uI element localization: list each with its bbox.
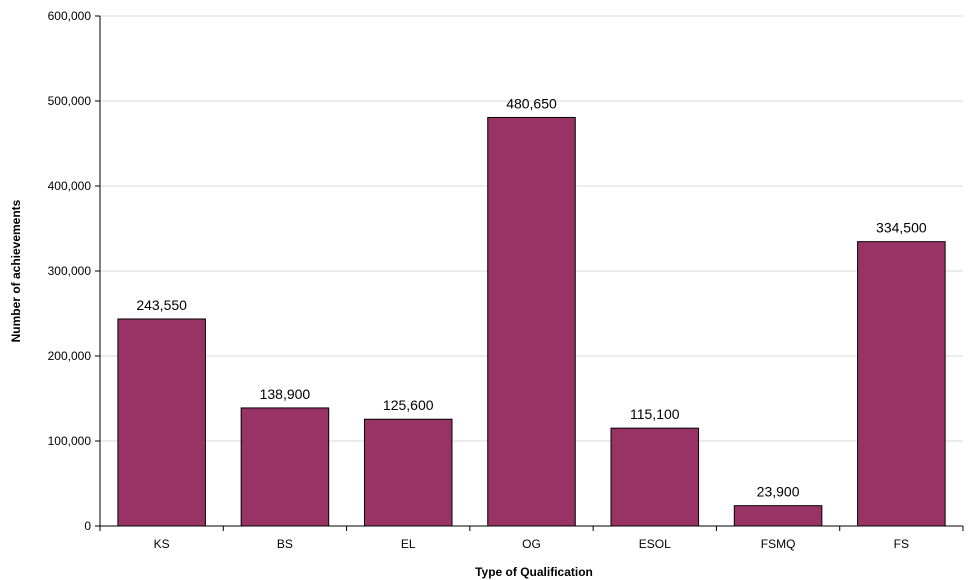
- x-tick-label: FSMQ: [761, 537, 796, 551]
- data-label: 125,600: [383, 397, 434, 413]
- y-tick-label: 500,000: [48, 94, 92, 108]
- y-tick-label: 300,000: [48, 264, 92, 278]
- data-label: 480,650: [506, 95, 557, 111]
- x-tick-label: BS: [277, 537, 293, 551]
- y-tick-label: 600,000: [48, 9, 92, 23]
- bars: [117, 116, 946, 527]
- labels: 0 100,000 200,000 300,000 400,000 500,000 600,…: [48, 9, 927, 551]
- bar-esol: [610, 427, 700, 527]
- data-label: 138,900: [260, 386, 311, 402]
- x-tick-label: KS: [154, 537, 170, 551]
- bar-ks: [117, 318, 206, 527]
- y-tick-label: 400,000: [48, 179, 92, 193]
- y-tick-label: 100,000: [48, 434, 92, 448]
- data-label: 115,100: [630, 406, 680, 422]
- x-tick-label: OG: [522, 537, 541, 551]
- y-axis-title: Number of achievements: [9, 199, 23, 342]
- data-label: 23,900: [757, 484, 800, 500]
- x-tick-label: ESOL: [639, 537, 671, 551]
- x-axis-title: Type of Qualification: [475, 565, 593, 579]
- bar-el: [363, 418, 453, 527]
- data-label: 243,550: [136, 297, 187, 313]
- bar-fsmq: [733, 505, 823, 527]
- bar-bs: [240, 407, 330, 527]
- data-label: 334,500: [876, 220, 927, 236]
- axes: [95, 15, 964, 531]
- x-tick-label: EL: [401, 537, 416, 551]
- y-tick-label: 200,000: [48, 349, 92, 363]
- x-tick-label: FS: [894, 537, 909, 551]
- bar-og: [487, 116, 576, 527]
- bar-fs: [857, 241, 946, 527]
- y-tick-label: 0: [84, 519, 91, 533]
